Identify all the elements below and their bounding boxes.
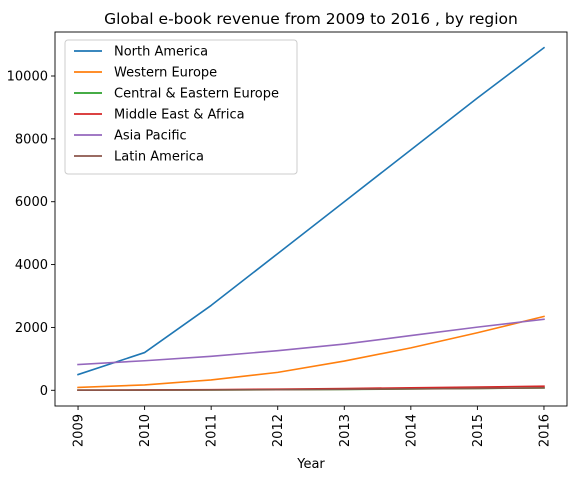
x-tick-label: 2012 xyxy=(271,414,286,447)
legend-label: Western Europe xyxy=(114,66,217,81)
y-tick-label: 8000 xyxy=(15,132,48,147)
y-tick-label: 2000 xyxy=(15,321,48,336)
x-tick-label: 2015 xyxy=(471,414,486,447)
legend-label: Asia Pacific xyxy=(114,129,187,144)
y-tick-label: 0 xyxy=(40,384,48,399)
x-tick-label: 2016 xyxy=(537,414,552,447)
x-tick-label: 2009 xyxy=(72,414,87,447)
legend: North America Western Europe Central & Eas… xyxy=(65,40,297,174)
legend-label: North America xyxy=(114,45,208,60)
chart-title: Global e-book revenue from 2009 to 2016 … xyxy=(104,10,518,28)
legend-label: Central & Eastern Europe xyxy=(114,87,279,102)
y-tick-label: 6000 xyxy=(15,195,48,210)
series-line-asia-pacific xyxy=(78,319,544,364)
x-tick-label: 2011 xyxy=(205,414,220,447)
legend-label: Latin America xyxy=(114,150,204,165)
x-tick-label: 2010 xyxy=(138,414,153,447)
x-tick-label: 2013 xyxy=(338,414,353,447)
legend-label: Middle East & Africa xyxy=(114,108,245,123)
x-tick-label: 2014 xyxy=(404,414,419,447)
y-tick-label: 4000 xyxy=(15,258,48,273)
x-axis-label: Year xyxy=(296,457,325,472)
y-tick-label: 10000 xyxy=(7,70,48,85)
